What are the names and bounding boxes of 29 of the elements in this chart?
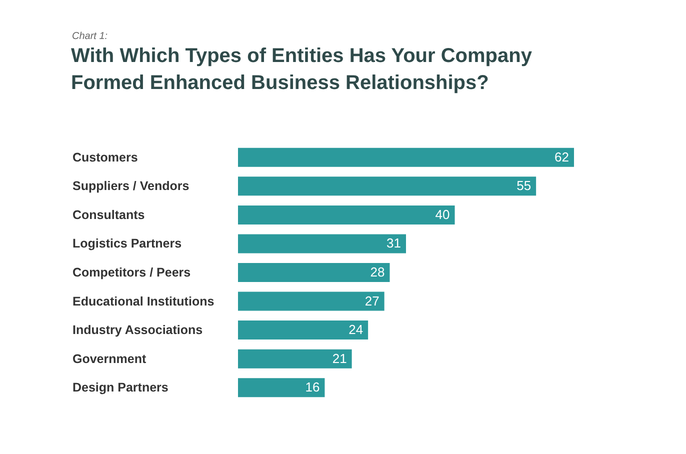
- y-tick-label: Competitors / Peers: [72, 266, 191, 280]
- y-tick-label: Consultants: [72, 208, 145, 222]
- text: Chart 1:: [72, 31, 108, 42]
- data-label: 27: [364, 293, 380, 308]
- data-label: 40: [435, 206, 450, 222]
- bar: [238, 148, 574, 167]
- data-label: 21: [332, 350, 347, 366]
- data-label: 62: [554, 149, 569, 164]
- data-label: 31: [386, 236, 401, 251]
- chart-title: With Which Types of Entities Has Your Company Formed Enhanced Business Relationships?: [71, 45, 533, 94]
- bar: [238, 263, 390, 282]
- data-label: 55: [516, 178, 532, 194]
- y-tick-label: Industry Associations: [72, 323, 203, 338]
- bar: [238, 205, 455, 224]
- data-label: 24: [348, 322, 364, 338]
- bar: [238, 378, 325, 398]
- y-tick-label: Logistics Partners: [72, 236, 182, 251]
- y-tick-label: Customers: [72, 150, 138, 164]
- y-tick-label: Design Partners: [72, 380, 168, 395]
- bar: [238, 176, 536, 196]
- bar: [238, 320, 368, 340]
- bar: [238, 234, 406, 254]
- bar: [238, 292, 384, 311]
- data-label: 28: [370, 264, 385, 280]
- bar: [238, 349, 352, 368]
- y-tick-label: Government: [72, 352, 147, 366]
- y-tick-label: Educational Institutions: [72, 294, 214, 308]
- y-tick-label: Suppliers / Vendors: [72, 179, 190, 194]
- data-label: 16: [305, 380, 320, 395]
